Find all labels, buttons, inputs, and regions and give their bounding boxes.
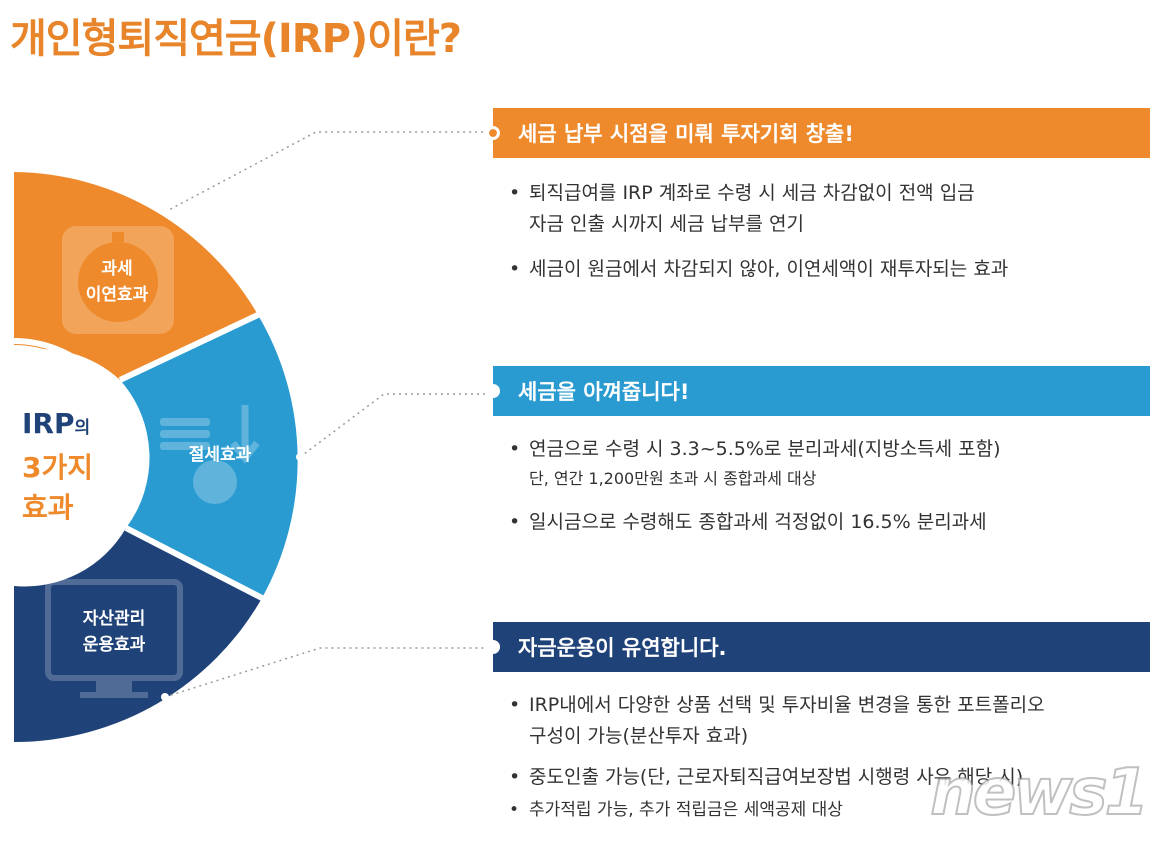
wheel-center [0,345,126,569]
coins-icon [160,405,260,504]
list-item: 세금이 원금에서 차감되지 않아, 이연세액이 재투자되는 효과 [505,254,1008,285]
connector-dot [161,693,169,701]
section-banner-tax-saving: 세금을 아껴줍니다! [486,366,1150,416]
watermark-logo: news1 [929,755,1150,831]
wheel-segment-tax-deferral [14,172,258,380]
list-item: 퇴직급여를 IRP 계좌로 수령 시 세금 차감없이 전액 입금 자금 인출 시… [505,178,1008,240]
timer-icon [62,226,174,334]
list-item: 추가적립 가능, 추가 적립금은 세액공제 대상 [505,795,1045,826]
banner-dot [486,384,500,398]
section-banner-asset-management: 자금운용이 유연합니다. [486,622,1150,672]
section-banner-tax-deferral: 세금 납부 시점을 미뤄 투자기회 창출! [486,108,1150,158]
connector-dot [296,453,304,461]
banner-dot [486,640,500,654]
banner-dot [486,126,500,140]
section-bullets-tax-deferral: 퇴직급여를 IRP 계좌로 수령 시 세금 차감없이 전액 입금 자금 인출 시… [505,178,1008,299]
connector-lines [164,131,488,698]
section-bullets-tax-saving: 연금으로 수령 시 3.3~5.5%로 분리과세(지방소득세 포함) 단, 연간… [505,434,1001,552]
list-item: 일시금으로 수령해도 종합과세 걱정없이 16.5% 분리과세 [505,507,1001,538]
monitor-icon [45,579,183,698]
segment-label-tax-saving: 절세효과 [188,445,252,465]
list-item: 연금으로 수령 시 3.3~5.5%로 분리과세(지방소득세 포함) 단, 연간… [505,434,1001,493]
wheel-segment-tax-saving [120,315,298,598]
connector-dot [161,208,169,216]
list-item: 중도인출 가능(단, 근로자퇴직급여보장법 시행령 사유 해당 시) [505,762,1045,793]
wheel-center-label: IRP의 3가지 효과 [22,407,94,524]
segment-label-asset-management: 자산관리 운용효과 [82,609,146,655]
section-bullets-asset-management: IRP내에서 다양한 상품 선택 및 투자비율 변경을 통한 포트폴리오 구성이… [505,690,1045,840]
wheel-segment-asset-management [14,528,262,743]
page-title: 개인형퇴직연금(IRP)이란? [10,16,462,62]
list-item: IRP내에서 다양한 상품 선택 및 투자비율 변경을 통한 포트폴리오 구성이… [505,690,1045,752]
segment-label-tax-deferral: 과세 이연효과 [85,259,149,305]
